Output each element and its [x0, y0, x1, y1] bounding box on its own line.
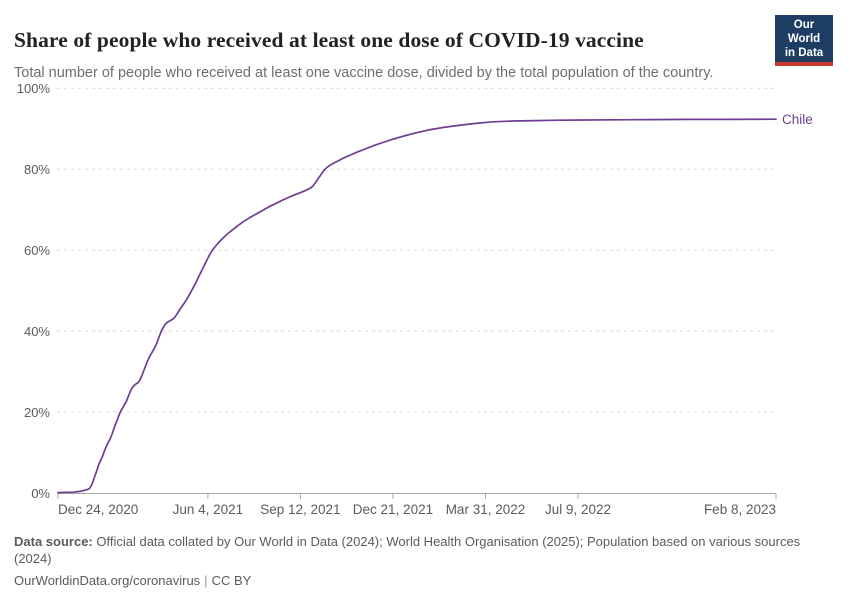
footer-separator: | [204, 573, 208, 588]
x-axis-tick-label: Feb 8, 2023 [703, 502, 776, 517]
x-axis-tick-label: Dec 24, 2020 [58, 502, 139, 517]
y-axis-tick-label: 60% [23, 242, 50, 258]
chart-footer: Data source: Official data collated by O… [14, 534, 820, 590]
y-axis-tick-label: 40% [23, 323, 50, 339]
x-axis-tick-label: Jul 9, 2022 [544, 502, 612, 517]
footer-license: CC BY [211, 573, 252, 588]
chart-title: Share of people who received at least on… [14, 28, 644, 53]
footer-link-line: OurWorldinData.org/coronavirus | CC BY [14, 573, 820, 590]
y-axis-tick-label: 100% [16, 80, 50, 96]
owid-logo-line1: Our World [787, 19, 821, 45]
owid-logo-line2: in Data [784, 47, 824, 59]
footer-link: OurWorldinData.org/coronavirus [14, 573, 201, 588]
x-axis-tick-label: Sep 12, 2021 [260, 502, 341, 517]
y-axis-tick-label: 0% [31, 485, 50, 501]
owid-logo-text: Our World in Data [775, 15, 833, 62]
x-axis-tick-label: Dec 21, 2021 [352, 502, 434, 517]
y-axis-tick-label: 80% [23, 161, 50, 177]
y-axis-tick-label: 20% [23, 404, 50, 420]
owid-logo-red-stripe [775, 62, 833, 66]
chart-subtitle: Total number of people who received at l… [14, 64, 714, 81]
x-axis-tick-label: Mar 31, 2022 [445, 502, 526, 517]
series-label-chile: Chile [782, 112, 813, 127]
x-axis-tick-label: Jun 4, 2021 [172, 502, 244, 517]
data-source-text: Official data collated by Our World in D… [14, 534, 801, 566]
owid-logo: Our World in Data [775, 15, 833, 66]
data-source-label: Data source: [14, 534, 93, 549]
data-source-note: Data source: Official data collated by O… [14, 534, 820, 567]
chile-line-series [57, 118, 777, 494]
